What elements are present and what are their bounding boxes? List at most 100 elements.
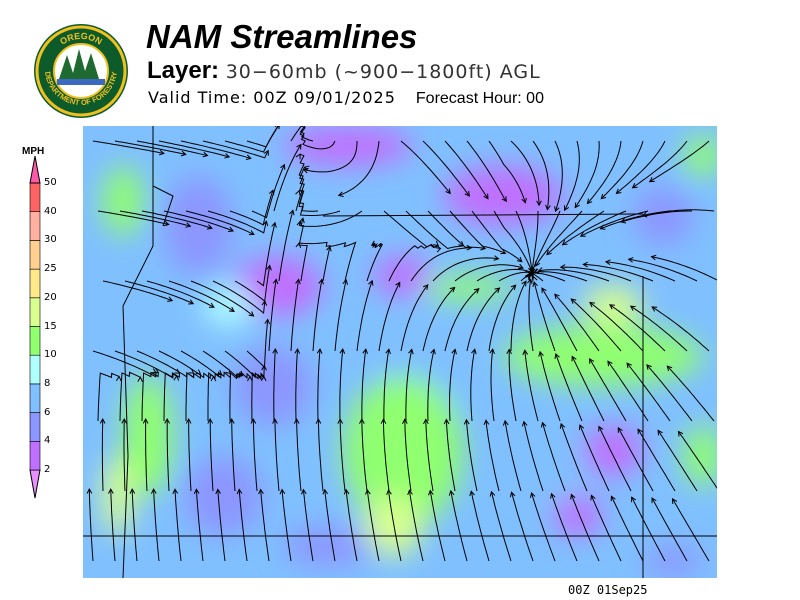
streamline (642, 209, 715, 217)
streamline-arrow (502, 419, 509, 426)
streamline (110, 489, 116, 562)
streamline-arrow (554, 206, 560, 213)
streamline-arrow (506, 348, 512, 355)
streamline-arrow (443, 418, 450, 425)
streamline (124, 280, 194, 305)
streamline-arrow (550, 492, 556, 499)
streamline-arrow (185, 222, 192, 228)
wind-speed-blob (553, 496, 603, 536)
wind-speed-blob (503, 326, 703, 386)
state-borders (83, 126, 717, 578)
streamline (470, 491, 490, 562)
streamline (299, 126, 336, 150)
streamline-arrow (538, 350, 544, 357)
streamline-arrow (651, 306, 658, 312)
streamline (141, 210, 212, 229)
streamline (530, 272, 566, 282)
streamline (466, 287, 500, 352)
streamline-arrow (559, 264, 566, 270)
valid-time: Valid Time: 00Z 09/01/2025 (148, 88, 396, 107)
streamline (450, 490, 468, 562)
streamline (234, 265, 271, 303)
legend-label: 20 (44, 291, 57, 303)
streamline (212, 280, 266, 314)
streamline (490, 349, 495, 422)
streamline-arrow (385, 348, 391, 355)
streamline (404, 419, 412, 492)
streamline (256, 222, 276, 287)
streamline (207, 210, 267, 234)
streamline (119, 210, 191, 227)
streamline (598, 426, 632, 492)
streamline (383, 349, 390, 422)
streamline (299, 126, 314, 142)
streamline (465, 419, 478, 492)
page-title: NAM Streamlines (146, 18, 418, 55)
streamline-arrow (627, 257, 634, 263)
streamline-arrow (648, 177, 655, 183)
streamline-arrow (228, 418, 235, 424)
streamline-arrow (604, 259, 611, 266)
legend-arrow-low (29, 469, 41, 499)
streamline (564, 140, 580, 211)
streamline-arrow (295, 153, 301, 160)
streamline (366, 489, 380, 562)
streamline-arrow (571, 355, 577, 362)
streamline-arrow (248, 230, 255, 236)
streamline (131, 489, 138, 562)
streamline-arrow (563, 205, 570, 212)
streamline-arrow (650, 254, 657, 261)
streamline-arrow (657, 429, 663, 436)
streamline-arrow (589, 301, 595, 308)
streamline-arrow (610, 495, 616, 502)
streamline (631, 496, 666, 562)
streamline-map (83, 126, 717, 578)
streamline-arrow (342, 278, 349, 285)
streamline (666, 365, 715, 422)
legend-bin (29, 383, 41, 413)
streamline (589, 358, 627, 422)
streamline-arrow (115, 375, 122, 382)
streamline (339, 349, 344, 422)
streamline-arrow (271, 221, 277, 228)
streamline-arrow (245, 154, 252, 160)
streamline-arrow (293, 418, 300, 424)
streamline (366, 242, 383, 282)
streamline (626, 362, 671, 422)
streamline (268, 279, 277, 352)
streamline-arrow (672, 497, 678, 504)
streamline-arrow (666, 365, 673, 372)
streamline-arrow (570, 298, 577, 304)
streamline-arrow (167, 296, 174, 302)
legend-bin (29, 268, 41, 299)
streamline-arrow (445, 188, 451, 195)
logo: OREGON DEPARTMENT OF FORESTRY (33, 23, 129, 119)
wind-speed-blob (643, 546, 703, 576)
legend-label: 10 (44, 349, 57, 361)
streamline (535, 210, 583, 267)
streamline (571, 356, 605, 422)
wind-speed-blob (373, 256, 433, 296)
streamline (400, 284, 429, 352)
streamline (532, 140, 550, 210)
wind-speed-blob (163, 176, 233, 276)
streamline (405, 210, 464, 250)
streamline-arrow (626, 362, 632, 369)
streamline (180, 140, 251, 159)
streamline (388, 490, 402, 562)
streamline-arrow (559, 422, 566, 429)
streamline (610, 496, 644, 562)
streamline (570, 298, 622, 352)
streamline-arrow (483, 193, 489, 200)
streamline-arrow (433, 240, 440, 247)
wind-speed-blob (583, 426, 643, 476)
streamline-arrow (471, 348, 477, 355)
streamline (410, 247, 472, 282)
streamline (531, 210, 561, 277)
streamline (145, 419, 148, 492)
streamline (444, 288, 480, 352)
streamline-arrow (599, 224, 606, 230)
wind-speed-blob (423, 276, 513, 301)
streamline-arrow (521, 197, 527, 204)
streamline (579, 424, 610, 492)
